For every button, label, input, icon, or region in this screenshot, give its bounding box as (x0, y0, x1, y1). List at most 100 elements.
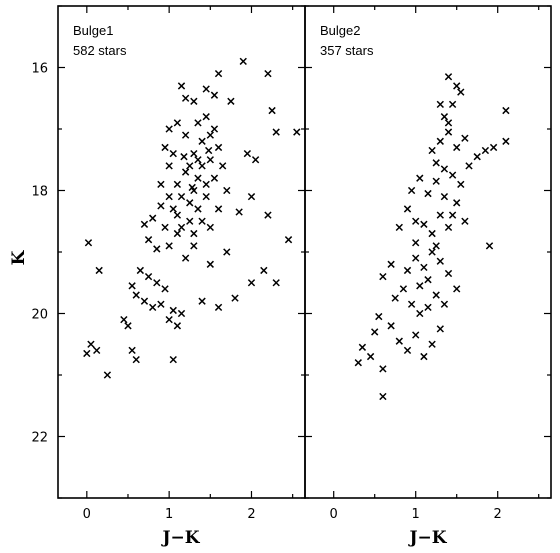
left-axes-frame (57, 5, 306, 499)
left-point-81 (198, 137, 206, 145)
right-point-31 (403, 205, 412, 213)
left-point-60 (206, 260, 214, 268)
right-point-54 (444, 128, 453, 136)
right-point-13 (436, 325, 444, 333)
right-point-6 (375, 312, 383, 321)
right-point-66 (448, 211, 457, 219)
left-point-69 (198, 162, 206, 170)
left-point-75 (186, 217, 194, 225)
left-point-8 (128, 346, 136, 355)
left-point-21 (173, 322, 182, 330)
right-point-14 (391, 294, 399, 302)
left-point-70 (202, 180, 210, 189)
left-point-27 (153, 245, 161, 253)
right-point-64 (432, 159, 440, 167)
right-point-59 (444, 73, 453, 81)
left-point-12 (136, 266, 144, 275)
left-point-73 (177, 192, 186, 201)
left-point-2 (83, 349, 91, 358)
right-point-23 (412, 254, 420, 262)
left-point-15 (149, 303, 157, 312)
left-point-94 (169, 205, 177, 213)
right-point-36 (444, 223, 453, 232)
right-point-38 (461, 217, 469, 225)
left-point-53 (284, 236, 293, 244)
left-point-49 (251, 156, 260, 164)
left-panel: 0 1 2 16 18 20 22 Bulge1 582 stars (31, 5, 306, 522)
left-point-76 (194, 205, 202, 213)
left-point-0 (84, 239, 93, 247)
right-point-39 (407, 186, 416, 195)
left-point-100 (188, 183, 196, 192)
left-point-83 (181, 131, 190, 139)
left-point-64 (181, 254, 190, 262)
right-point-1 (358, 343, 367, 351)
left-point-87 (219, 162, 227, 170)
left-point-91 (198, 217, 206, 225)
right-point-49 (489, 143, 498, 152)
left-point-95 (165, 192, 173, 201)
right-point-41 (424, 189, 432, 198)
right-point-27 (444, 269, 453, 278)
left-point-50 (247, 192, 256, 201)
left-point-40 (210, 91, 219, 99)
right-point-56 (461, 134, 469, 142)
left-point-7 (124, 322, 132, 330)
left-point-85 (202, 113, 210, 121)
right-point-21 (387, 260, 395, 268)
left-point-65 (165, 242, 173, 250)
left-point-1 (95, 266, 103, 275)
right-ticks: 0 1 2 (305, 5, 551, 522)
right-point-4 (379, 365, 387, 373)
left-point-3 (87, 340, 95, 348)
left-point-78 (210, 174, 219, 182)
left-point-88 (223, 186, 231, 195)
left-point-14 (144, 272, 153, 281)
right-point-32 (412, 239, 420, 247)
right-point-20 (379, 272, 387, 281)
right-scatter-points (354, 73, 510, 401)
left-point-92 (190, 229, 198, 238)
right-point-16 (407, 300, 416, 308)
left-point-62 (190, 242, 198, 250)
right-point-50 (502, 106, 510, 115)
left-point-22 (177, 309, 186, 318)
left-point-23 (169, 355, 177, 364)
right-point-0 (354, 359, 362, 367)
left-point-54 (272, 279, 280, 287)
ytick-label-3: 22 (31, 431, 48, 446)
left-point-74 (173, 211, 182, 219)
left-point-84 (194, 119, 202, 127)
right-point-43 (440, 192, 449, 201)
left-point-44 (268, 106, 276, 115)
left-panel-name: Bulge1 (73, 23, 113, 38)
left-point-34 (169, 149, 177, 158)
left-point-45 (272, 128, 280, 136)
left-point-79 (214, 143, 223, 152)
left-point-20 (169, 306, 177, 315)
left-point-101 (180, 153, 188, 161)
left-point-61 (223, 248, 231, 256)
right-point-30 (395, 223, 403, 232)
left-point-59 (198, 297, 206, 305)
right-point-71 (412, 217, 420, 225)
right-point-34 (428, 229, 436, 238)
right-point-60 (453, 82, 461, 90)
left-point-97 (186, 162, 194, 170)
left-xtick-label-2: 2 (247, 507, 255, 522)
right-point-35 (436, 211, 444, 219)
left-point-51 (235, 208, 243, 216)
left-point-38 (190, 97, 198, 105)
right-point-9 (403, 346, 412, 355)
left-point-11 (132, 291, 140, 299)
right-point-61 (457, 88, 465, 96)
left-point-31 (157, 180, 165, 189)
right-point-57 (436, 100, 444, 109)
left-scatter-points (83, 57, 301, 379)
right-panel-name: Bulge2 (320, 23, 360, 38)
ytick-label-2: 20 (31, 308, 48, 323)
left-point-98 (194, 156, 202, 164)
left-panel-count: 582 stars (73, 43, 127, 58)
left-point-42 (239, 57, 247, 66)
right-point-42 (432, 177, 440, 185)
